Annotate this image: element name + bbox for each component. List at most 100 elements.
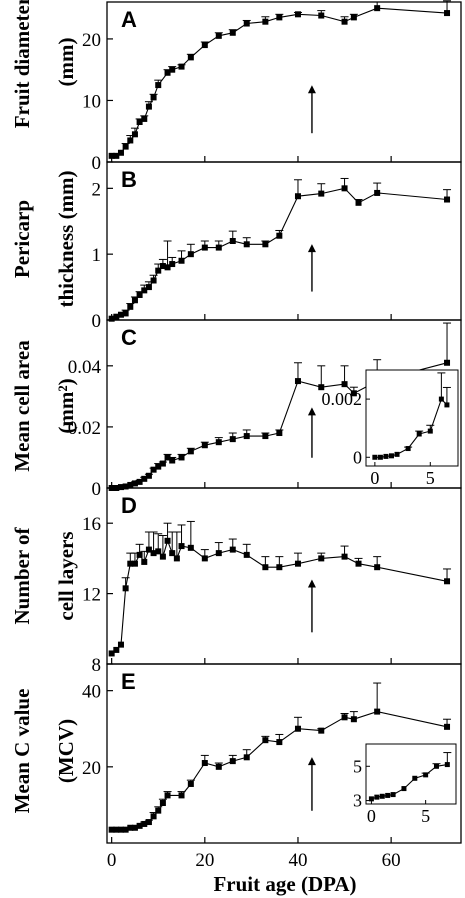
inset-series-point: [368, 796, 374, 802]
series-point: [178, 257, 185, 264]
inset-x-tick-label: 5: [426, 468, 435, 488]
y-axis-label: cell layers: [54, 531, 78, 620]
y-tick-label: 12: [82, 585, 101, 606]
series-point: [201, 442, 208, 449]
inset-series-point: [377, 454, 383, 460]
series-point: [444, 359, 451, 366]
series-point: [215, 763, 222, 770]
series-point: [136, 822, 143, 829]
series-point: [229, 238, 236, 244]
panel-letter: A: [121, 7, 137, 32]
y-axis-label: (MCV): [54, 719, 78, 783]
series-point: [169, 66, 176, 73]
series-point: [131, 131, 138, 138]
series-point: [150, 813, 157, 820]
series-point: [122, 585, 129, 592]
series-point: [318, 12, 325, 19]
y-axis-label: (mm²): [54, 378, 78, 433]
series-point: [215, 244, 222, 251]
inset-x-tick-label: 0: [370, 468, 379, 488]
series-point: [444, 196, 451, 203]
series-point: [187, 54, 194, 61]
panel-E: E 20 40 Mean C value (MCV) 3 5 0 5: [10, 663, 462, 844]
y-tick-label: 10: [82, 91, 101, 112]
series-point: [178, 63, 185, 70]
series-point: [187, 251, 194, 258]
series-point: [187, 544, 194, 551]
series-point: [178, 792, 185, 799]
series-point: [131, 297, 138, 304]
panel-D: D 8 12 16 Number of cell layers: [10, 487, 462, 676]
plot-frame: [106, 663, 462, 844]
series-point: [113, 646, 120, 653]
series-point: [374, 564, 381, 571]
series-point: [127, 824, 134, 831]
inset-series-point: [412, 775, 418, 781]
series-point: [318, 190, 325, 197]
series-point: [122, 143, 129, 150]
inset-y-tick-label: 5: [353, 756, 362, 776]
y-tick-label: 8: [92, 655, 102, 676]
arrow-head: [307, 757, 316, 766]
series-point: [136, 478, 143, 485]
series-point: [276, 232, 283, 239]
series-point: [262, 241, 269, 248]
inset-series-point: [423, 772, 429, 778]
series-point: [187, 448, 194, 455]
series-point: [318, 555, 325, 562]
series-point: [201, 42, 208, 49]
series-point: [127, 560, 134, 567]
series-point: [294, 193, 301, 200]
inset-y-tick-label: 0: [353, 447, 362, 467]
y-tick-label: 0.04: [68, 357, 102, 378]
x-tick-label: 0: [107, 850, 117, 871]
series-point: [341, 18, 348, 25]
y-tick-label: 1: [92, 245, 102, 266]
series-point: [341, 381, 348, 388]
y-axis-label: Mean cell area: [10, 340, 34, 472]
y-tick-label: 0: [92, 153, 102, 174]
series-point: [127, 137, 134, 144]
series-point: [145, 819, 152, 826]
series-point: [444, 723, 451, 730]
panel-B: B 0 1 2 Pericarp thickness (mm): [10, 161, 462, 332]
inset-chart: 3 5 0 5: [353, 743, 457, 826]
series-point: [262, 433, 269, 440]
series-point: [108, 650, 115, 657]
panel-A: A 0 10 20 Fruit diameter (mm): [10, 0, 462, 174]
inset-series-point: [438, 396, 444, 402]
series-point: [150, 94, 157, 101]
series-point: [318, 727, 325, 734]
inset-series-point: [388, 453, 394, 459]
series-point: [173, 555, 180, 562]
series-point: [122, 826, 129, 833]
y-axis-label: Fruit diameter: [10, 0, 34, 128]
inset-series-point: [401, 786, 407, 792]
inset-series-point: [416, 431, 422, 437]
series-point: [117, 484, 124, 491]
series-point: [164, 537, 171, 544]
series-point: [108, 152, 115, 159]
series-point: [155, 463, 162, 470]
series-point: [141, 115, 148, 122]
panel-letter: B: [121, 167, 137, 192]
series-point: [229, 29, 236, 36]
series-point: [276, 430, 283, 437]
series-point: [178, 454, 185, 461]
series-point: [113, 152, 120, 159]
x-tick-label: 40: [288, 850, 307, 871]
series-point: [141, 558, 148, 565]
inset-series-point: [394, 451, 400, 457]
arrow-head: [307, 244, 316, 253]
series-point: [127, 303, 134, 310]
series-point: [164, 792, 171, 799]
series-point: [243, 433, 250, 440]
series-point: [355, 199, 362, 206]
plot-frame: [106, 487, 462, 665]
inset-series-line: [374, 398, 448, 458]
y-tick-label: 0.02: [68, 418, 101, 439]
series-point: [155, 82, 162, 89]
inset-series-point: [374, 794, 380, 800]
series-point: [131, 824, 138, 831]
